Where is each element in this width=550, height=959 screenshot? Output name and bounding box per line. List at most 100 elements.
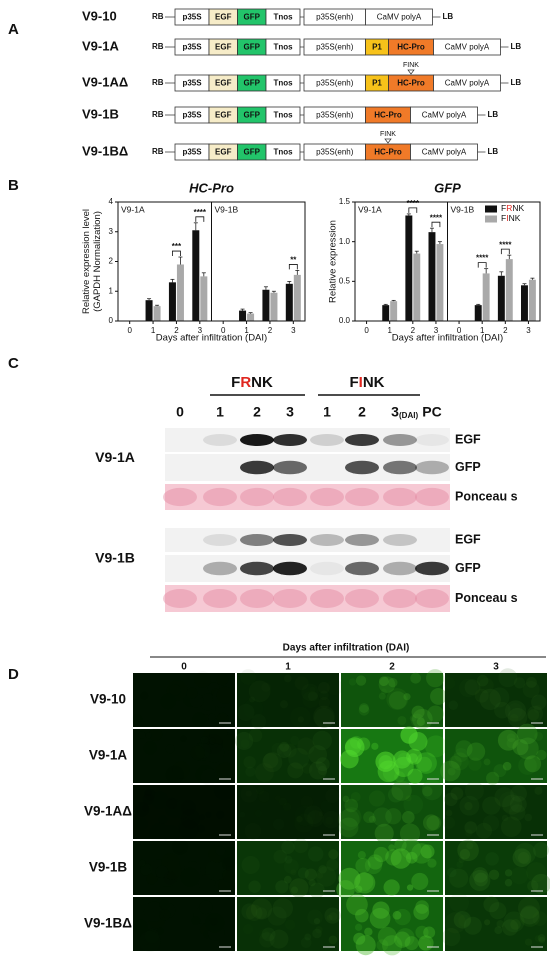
fluorescence-spot [318,865,327,874]
fluorescence-spot [531,694,547,710]
fluorescence-spot [455,740,473,758]
fluorescence-spot [501,919,519,936]
fluorescence-spot [194,671,211,688]
fluorescence-spot [328,912,338,921]
fluorescence-spot [397,715,407,726]
fluorescence-spot [160,694,176,710]
fluorescence-spot [248,680,271,703]
fluorescence-spot [489,687,510,708]
fluorescence-spot [465,829,473,837]
blot-strip [165,428,450,452]
micrograph [133,673,235,727]
fluorescence-spot [441,927,461,947]
fluorescence-spot [318,810,325,817]
panel-tag: V9-1B [451,204,475,214]
panel-tag: V9-1A [121,204,145,214]
element-box [265,8,301,26]
element-label: p35S(enh) [316,43,354,52]
micrograph [341,785,443,839]
fluorescence-spot [354,872,376,894]
construct-name: V9-1A [82,38,119,53]
fluorescence-spot [262,752,283,773]
fluorescence-spot [248,880,261,893]
fluorescence-spot [400,726,418,744]
element-label: GFP [244,111,261,120]
blot-band [310,561,344,576]
significance-bracket [408,207,418,213]
blot-band [203,434,237,446]
fluorescence-spot [324,907,341,924]
blot-band [273,534,307,546]
ponceau-band [203,487,237,507]
fluorescence-spot [359,703,369,713]
blot-band [415,561,449,576]
element-label: HC-Pro [397,43,425,52]
micro-row-label: V9-1AΔ [84,804,132,819]
fluorescence-spot [208,713,216,721]
lane-label: PC [422,404,441,420]
fluorescence-spot [308,761,328,780]
fluorescence-spot [315,866,337,887]
x-tick-label: 0 [127,326,132,335]
element-label: p35S(enh) [316,13,354,22]
fluorescence-spot [517,897,540,919]
fluorescence-spot [255,907,268,919]
blot-band [240,561,274,576]
element-label: GFP [244,79,261,88]
fluorescence-spot [303,805,323,825]
fluorescence-spot [531,873,550,894]
fluorescence-spot [415,752,437,774]
fluorescence-spot [269,929,289,949]
ponceau-band [273,589,307,608]
element-label: HC-Pro [397,79,425,88]
fluorescence-spot [346,893,368,916]
element-box [433,38,501,56]
fluorescence-spot [426,669,445,688]
bar [153,306,161,321]
fluorescence-spot [393,756,414,777]
fluorescence-spot [524,813,533,822]
fluorescence-spot [235,731,254,750]
fluorescence-spot [355,675,367,686]
bar [474,305,482,321]
fluorescence-spot [338,867,361,890]
fluorescence-spot [444,912,467,934]
fluorescence-spot [245,790,252,797]
fluorescence-spot [534,786,543,795]
fluorescence-spot [498,791,520,813]
fluorescence-spot [493,764,507,778]
fluorescence-spot [149,823,170,844]
significance-label: **** [194,208,207,217]
y-axis-label: Relative expression [328,220,339,303]
fluorescence-spot [393,750,412,769]
fluorescence-spot [132,714,143,725]
fluorescence-spot [301,683,319,702]
fluorescence-spot [392,910,402,920]
lane-label: 1 [323,404,331,420]
micrograph [133,841,235,895]
element-box [265,74,301,92]
fluorescence-spot [527,880,539,892]
fluorescence-spot [143,788,155,800]
fluorescence-spot [494,701,511,719]
fluorescence-spot [517,852,530,864]
bar [497,275,505,321]
border-left: RB [152,110,164,119]
element-label: CaMV polyA [445,79,490,88]
fluorescence-spot [283,674,292,683]
fluorescence-spot [394,838,407,852]
fluorescence-spot [538,936,546,944]
fluorescence-spot [532,911,548,926]
fluorescence-spot [421,779,443,801]
micrograph [237,729,339,783]
fluorescence-spot [325,816,334,825]
bar [239,310,247,321]
element-label: EGF [215,148,232,157]
blot-band [273,460,307,475]
fluorescence-spot [354,885,363,894]
panel-tag: V9-1A [358,204,382,214]
element-label: p35S [182,79,202,88]
y-tick-label: 1 [109,286,114,295]
border-right: LB [488,147,499,156]
